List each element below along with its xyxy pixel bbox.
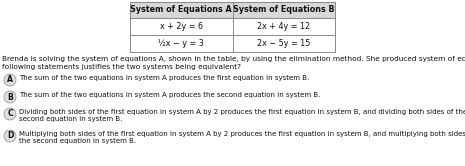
- Text: Brenda is solving the system of equations A, shown in the table, by using the el: Brenda is solving the system of equation…: [2, 56, 465, 62]
- Text: System of Equations B: System of Equations B: [233, 5, 334, 14]
- Circle shape: [4, 91, 16, 103]
- Text: System of Equations A: System of Equations A: [130, 5, 232, 14]
- Text: ½x − y = 3: ½x − y = 3: [159, 39, 204, 48]
- Text: C: C: [7, 110, 13, 119]
- Text: D: D: [7, 131, 13, 140]
- Text: 2x + 4y = 12: 2x + 4y = 12: [257, 22, 310, 31]
- Text: 2x − 5y = 15: 2x − 5y = 15: [257, 39, 311, 48]
- Text: The sum of the two equations in system A produces the first equation in system B: The sum of the two equations in system A…: [19, 75, 309, 81]
- Text: B: B: [7, 92, 13, 101]
- Text: A: A: [7, 76, 13, 84]
- Text: following statements justifies the two systems being equivalent?: following statements justifies the two s…: [2, 64, 241, 70]
- Text: x + 2y = 6: x + 2y = 6: [160, 22, 203, 31]
- Circle shape: [4, 74, 16, 86]
- Bar: [130, 18, 335, 52]
- Text: the second equation in system B.: the second equation in system B.: [19, 138, 136, 144]
- Text: The sum of the two equations in system A produces the second equation in system : The sum of the two equations in system A…: [19, 92, 320, 98]
- Bar: [232, 2, 335, 18]
- Bar: [130, 2, 232, 18]
- Text: Dividing both sides of the first equation in system A by 2 produces the first eq: Dividing both sides of the first equatio…: [19, 109, 465, 115]
- Text: second equation in system B.: second equation in system B.: [19, 116, 122, 122]
- Circle shape: [4, 108, 16, 120]
- Circle shape: [4, 130, 16, 142]
- Text: Multiplying both sides of the first equation in system A by 2 produces the first: Multiplying both sides of the first equa…: [19, 131, 465, 137]
